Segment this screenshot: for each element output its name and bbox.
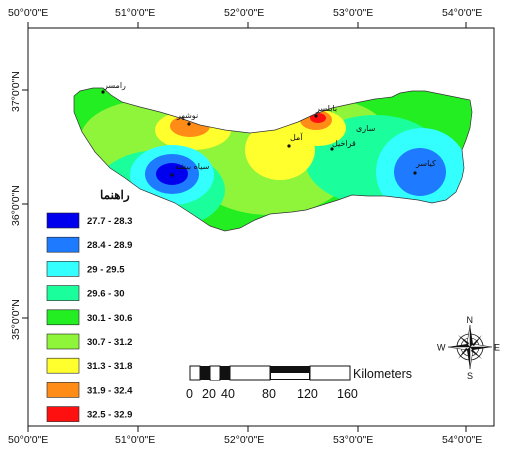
legend-swatch-1 — [46, 212, 80, 229]
x-tick-bottom-2: 51°0'0"E — [115, 434, 155, 446]
scale-bar: Kilometers 0 20 40 80 120 160 — [186, 365, 412, 401]
city-label-babolsar: بابلسر — [315, 104, 337, 113]
scale-label-0: 0 — [186, 387, 193, 401]
y-tick-2: 36°0'0"N — [10, 185, 22, 226]
x-tick-top-3: 52°0'0"E — [224, 7, 264, 19]
x-tick-bottom-3: 52°0'0"E — [224, 434, 264, 446]
legend-swatch-9 — [46, 406, 80, 422]
city-label-sari: ساری — [356, 124, 376, 133]
scale-label-80: 80 — [262, 387, 276, 401]
legend-swatch-6 — [46, 333, 80, 350]
compass-w: W — [437, 343, 446, 353]
x-axis-top: 50°0'0"E 51°0'0"E 52°0'0"E 53°0'0"E 54°0… — [8, 7, 482, 28]
x-tick-top-4: 53°0'0"E — [333, 7, 373, 19]
legend-swatch-8 — [46, 382, 80, 398]
scale-label-120: 120 — [297, 387, 318, 401]
legend-swatch-4 — [46, 285, 80, 301]
city-label-gharakheil: قراخیل — [332, 139, 356, 148]
x-tick-top-1: 50°0'0"E — [8, 7, 48, 19]
legend-label-6: 30.7 - 31.2 — [87, 337, 132, 348]
x-tick-top-2: 51°0'0"E — [115, 7, 155, 19]
compass-n: N — [467, 315, 474, 325]
legend-swatch-7 — [46, 357, 80, 374]
scale-label-40: 40 — [221, 387, 235, 401]
compass-rose-icon: N S E W — [437, 315, 500, 381]
compass-s: S — [467, 371, 473, 381]
x-axis-bottom: 50°0'0"E 51°0'0"E 52°0'0"E 53°0'0"E 54°0… — [8, 426, 482, 446]
legend-label-5: 30.1 - 30.6 — [87, 313, 132, 324]
y-axis-left: 37°0'0"N 36°0'0"N 35°0'0"N — [10, 71, 28, 340]
city-label-siahbisheh: سیاه بیشه — [175, 162, 210, 171]
city-label-ramsar: رامسر — [103, 81, 126, 90]
scale-label-20: 20 — [202, 387, 216, 401]
legend-title: راهنما — [100, 188, 130, 203]
legend-label-4: 29.6 - 30 — [87, 289, 125, 300]
legend-label-1: 27.7 - 28.3 — [87, 216, 132, 227]
compass-e: E — [494, 343, 500, 353]
city-label-nowshahr: نوشهر — [176, 111, 198, 120]
x-tick-top-5: 54°0'0"E — [442, 7, 482, 19]
x-tick-bottom-5: 54°0'0"E — [442, 434, 482, 446]
legend-label-9: 32.5 - 32.9 — [87, 410, 132, 421]
city-label-amol: آمل — [290, 132, 303, 142]
legend-swatch-3 — [46, 261, 80, 277]
legend-label-7: 31.3 - 31.8 — [87, 361, 132, 372]
legend-swatch-2 — [46, 236, 80, 253]
legend-label-8: 31.9 - 32.4 — [87, 385, 133, 396]
legend-label-3: 29 - 29.5 — [87, 264, 125, 275]
y-tick-1: 37°0'0"N — [10, 71, 22, 112]
legend-label-2: 28.4 - 28.9 — [87, 240, 132, 251]
x-tick-bottom-4: 53°0'0"E — [333, 434, 373, 446]
city-markers: رامسر نوشهر سیاه بیشه بابلسر آمل ساری قر… — [101, 81, 436, 177]
legend-swatch-5 — [46, 309, 80, 326]
x-tick-bottom-1: 50°0'0"E — [8, 434, 48, 446]
scale-label-160: 160 — [337, 387, 358, 401]
scale-unit: Kilometers — [353, 367, 412, 381]
city-label-kiasar: کیاسر — [415, 159, 436, 168]
y-tick-3: 35°0'0"N — [10, 299, 22, 340]
legend: راهنما 27.7 - 28.3 28.4 - 28.9 29 - 29.5 29… — [46, 188, 133, 422]
